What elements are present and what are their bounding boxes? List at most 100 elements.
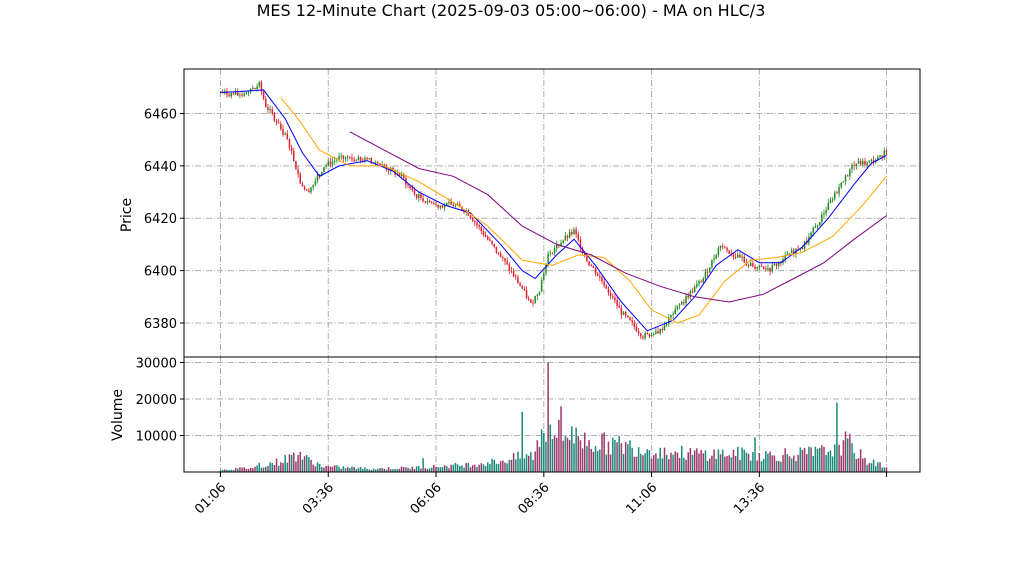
volume-bar bbox=[644, 453, 646, 472]
candle-body bbox=[702, 278, 705, 283]
candle-body bbox=[424, 201, 427, 203]
volume-bar bbox=[786, 454, 789, 472]
volume-bar bbox=[737, 446, 739, 472]
volume-bar bbox=[424, 468, 427, 472]
volume-bar bbox=[402, 467, 405, 472]
volume-bar bbox=[696, 448, 698, 472]
volume-bar bbox=[881, 467, 883, 472]
candle-body bbox=[342, 155, 345, 159]
chart-title: MES 12-Minute Chart (2025-09-03 05:00~06… bbox=[257, 1, 766, 20]
volume-bar bbox=[331, 466, 334, 472]
volume-bar bbox=[364, 467, 366, 472]
candle-body bbox=[316, 174, 319, 181]
candle-body bbox=[877, 156, 879, 161]
volume-bar bbox=[769, 451, 771, 472]
candle-body bbox=[517, 277, 519, 284]
volume-bar bbox=[219, 470, 222, 472]
volume-bar bbox=[663, 447, 666, 472]
volume-bar bbox=[426, 468, 429, 472]
candle-body bbox=[219, 91, 222, 93]
candle-body bbox=[275, 120, 278, 123]
volume-bar bbox=[415, 466, 418, 472]
volume-bar bbox=[831, 456, 834, 472]
candle-body bbox=[493, 243, 495, 247]
volume-bar bbox=[749, 460, 752, 472]
candle-body bbox=[596, 273, 599, 276]
volume-bar bbox=[685, 459, 687, 472]
candle-body bbox=[603, 281, 605, 286]
volume-bar bbox=[883, 467, 886, 472]
candle-body bbox=[420, 194, 422, 199]
volume-bar bbox=[724, 456, 726, 472]
volume-bar bbox=[793, 455, 795, 472]
candle-body bbox=[439, 205, 442, 208]
candle-body bbox=[353, 159, 355, 162]
candle-body bbox=[752, 263, 754, 267]
candle-body bbox=[411, 188, 414, 190]
candle-body bbox=[480, 226, 483, 231]
volume-bar bbox=[879, 462, 881, 472]
candle-body bbox=[478, 225, 480, 227]
volume-bar bbox=[648, 450, 651, 472]
volume-bar bbox=[512, 452, 515, 472]
candle-body bbox=[612, 296, 614, 298]
volume-bar bbox=[495, 463, 498, 472]
candle-body bbox=[756, 267, 758, 269]
volume-bar bbox=[678, 458, 681, 472]
candle-body bbox=[254, 88, 256, 90]
volume-bar bbox=[596, 450, 599, 472]
candle-body bbox=[262, 91, 265, 99]
volume-bar bbox=[413, 468, 416, 472]
volume-bar bbox=[575, 427, 577, 472]
volume-bar bbox=[846, 438, 849, 472]
volume-bar bbox=[368, 469, 370, 472]
volume-bar bbox=[842, 440, 845, 472]
candle-body bbox=[713, 258, 715, 260]
volume-bar bbox=[849, 433, 851, 472]
volume-bar bbox=[799, 447, 802, 472]
candle-body bbox=[665, 323, 668, 326]
candle-body bbox=[797, 248, 799, 250]
candle-body bbox=[437, 204, 439, 208]
volume-bar bbox=[646, 449, 649, 472]
volume-y-tick-label: 30000 bbox=[136, 356, 177, 371]
candle-body bbox=[834, 192, 836, 200]
volume-bar bbox=[730, 457, 733, 472]
candle-body bbox=[508, 264, 511, 271]
volume-bar bbox=[377, 468, 379, 472]
volume-bar bbox=[254, 466, 256, 472]
candle-body bbox=[700, 281, 702, 283]
volume-bar bbox=[689, 448, 692, 472]
candle-body bbox=[523, 288, 526, 291]
volume-bar bbox=[314, 466, 317, 472]
candle-body bbox=[540, 280, 543, 292]
volume-bar bbox=[303, 456, 306, 472]
volume-bar bbox=[545, 441, 547, 472]
candle-body bbox=[387, 169, 390, 171]
candle-body bbox=[659, 328, 661, 334]
candle-body bbox=[790, 250, 793, 254]
candle-body bbox=[489, 239, 491, 241]
volume-bar bbox=[573, 443, 575, 472]
candle-body bbox=[579, 239, 582, 249]
candle-body bbox=[663, 325, 666, 331]
volume-bar bbox=[338, 466, 340, 472]
candle-body bbox=[256, 86, 258, 90]
volume-bar bbox=[443, 465, 446, 472]
candle-body bbox=[784, 255, 786, 260]
volume-bar bbox=[659, 447, 661, 472]
candle-body bbox=[430, 202, 433, 204]
candle-body bbox=[323, 167, 325, 172]
volume-bar bbox=[706, 461, 709, 472]
candle-body bbox=[590, 265, 592, 267]
candle-body bbox=[588, 261, 590, 266]
volume-bar bbox=[383, 468, 386, 472]
volume-bar bbox=[446, 466, 448, 472]
candle-body bbox=[398, 173, 401, 177]
volume-bar bbox=[265, 466, 267, 472]
volume-bar bbox=[719, 454, 722, 472]
volume-bar bbox=[670, 452, 672, 472]
candle-body bbox=[687, 296, 689, 298]
volume-bar bbox=[484, 466, 487, 472]
candle-body bbox=[441, 205, 444, 208]
